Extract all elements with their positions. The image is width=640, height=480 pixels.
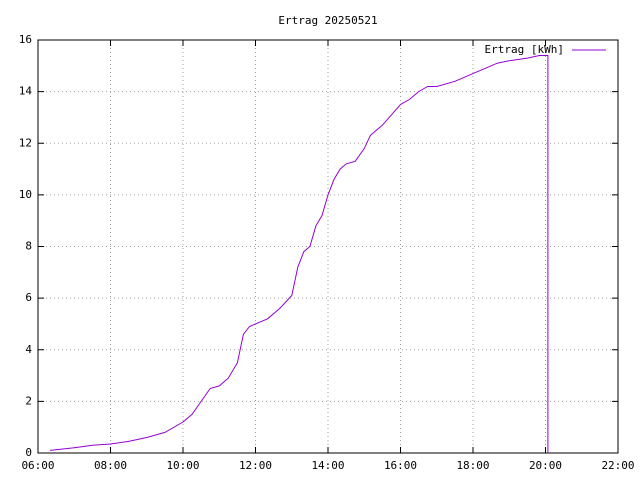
y-tick-label: 12	[19, 136, 32, 149]
x-tick-label: 18:00	[456, 459, 489, 472]
y-tick-label: 4	[25, 343, 32, 356]
x-tick-label: 08:00	[94, 459, 127, 472]
x-tick-label: 06:00	[21, 459, 54, 472]
x-tick-label: 16:00	[384, 459, 417, 472]
y-tick-label: 0	[25, 446, 32, 459]
y-tick-label: 6	[25, 291, 32, 304]
x-tick-label: 14:00	[311, 459, 344, 472]
y-tick-label: 16	[19, 33, 32, 46]
x-tick-label: 22:00	[601, 459, 634, 472]
x-tick-label: 10:00	[166, 459, 199, 472]
data-line	[50, 55, 549, 453]
x-tick-label: 20:00	[529, 459, 562, 472]
plot-border	[37, 39, 619, 454]
y-tick-label: 10	[19, 188, 32, 201]
legend-label: Ertrag [kWh]	[485, 43, 564, 56]
y-tick-label: 2	[25, 394, 32, 407]
y-tick-label: 14	[19, 85, 33, 98]
y-tick-label: 8	[25, 240, 32, 253]
x-tick-label: 12:00	[239, 459, 272, 472]
chart-title: Ertrag 20250521	[278, 14, 377, 27]
